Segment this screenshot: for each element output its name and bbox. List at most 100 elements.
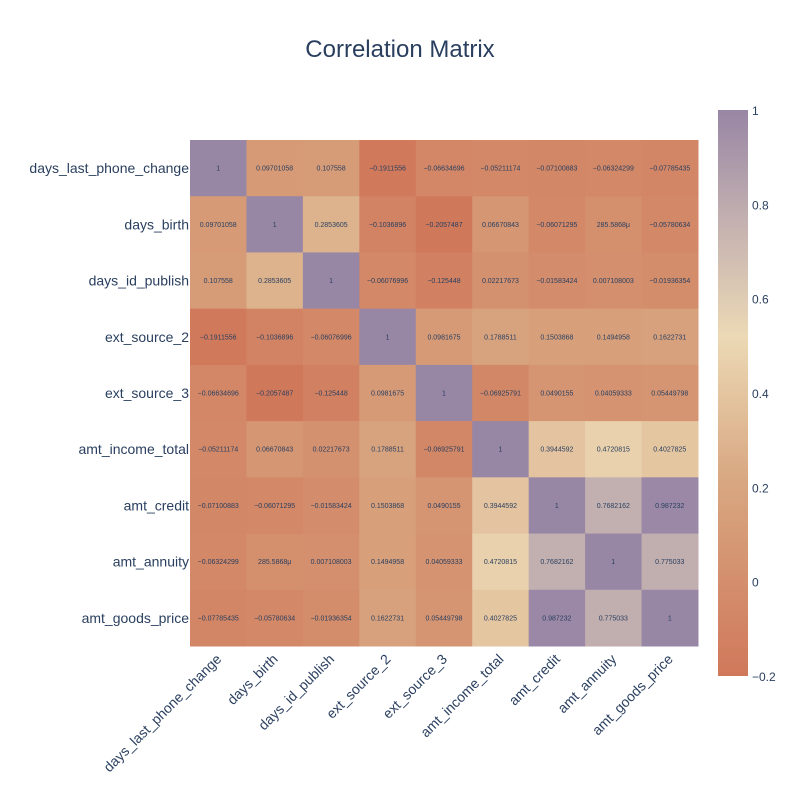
heatmap-cell	[415, 308, 473, 366]
heatmap-cell-label: −0.01936354	[311, 615, 352, 622]
heatmap-cell	[246, 308, 304, 366]
heatmap-cell	[472, 196, 530, 253]
heatmap-cells	[190, 140, 699, 647]
heatmap-cell-label: 0.0981675	[371, 391, 404, 398]
heatmap-cell-label: −0.2057487	[425, 222, 462, 229]
y-axis-tick-label: ext_source_2	[105, 329, 189, 345]
heatmap-cell-label: −0.06634696	[423, 166, 464, 173]
heatmap-cell	[472, 589, 530, 647]
heatmap-cell-label: −0.01936354	[649, 278, 690, 285]
heatmap-cell-label: 0.1788511	[484, 334, 517, 341]
heatmap-cell	[246, 589, 304, 647]
heatmap-cell	[641, 364, 699, 422]
heatmap-cell-label: 0.2853605	[258, 278, 291, 285]
heatmap-cell-label: −0.1911556	[200, 334, 237, 341]
heatmap-cell	[359, 589, 417, 647]
heatmap-cell-label: −0.05780634	[649, 222, 690, 229]
heatmap-cell	[302, 308, 360, 366]
heatmap-cell	[472, 364, 530, 422]
heatmap-cell	[585, 533, 643, 591]
heatmap-cell-label: 0.107558	[204, 278, 233, 285]
heatmap-cell-label: −0.05211174	[480, 166, 520, 173]
heatmap-cell	[246, 477, 304, 535]
heatmap-cell	[585, 477, 643, 535]
heatmap-cell-label: 1	[498, 447, 502, 454]
heatmap-cell	[472, 140, 530, 197]
heatmap-cell-label: −0.07100883	[198, 503, 239, 510]
heatmap-cell-label: 1	[329, 278, 333, 285]
heatmap-cell	[641, 589, 699, 647]
heatmap-cell-label: 1	[611, 559, 615, 566]
colorbar-tick-label: 0.8	[752, 198, 769, 212]
heatmap-cell	[528, 533, 586, 591]
heatmap-cell-label: −0.06071295	[536, 222, 577, 229]
heatmap-cell	[585, 364, 643, 422]
x-axis-tick-label: amt_credit	[505, 651, 563, 709]
heatmap-cell-label: 0.06670843	[482, 222, 519, 229]
heatmap-cell	[302, 421, 360, 478]
heatmap-cell-label: 0.107558	[317, 166, 346, 173]
heatmap-cell-labels: 1 0.09701058 0.107558 −0.1911556 −0.06634696…	[198, 166, 691, 623]
heatmap-cell-label: 0.7682162	[597, 503, 630, 510]
colorbar-tick-labels: 1 0.8 0.6 0.4 0.2 0 −0.2	[752, 104, 776, 684]
heatmap-cell	[528, 252, 586, 310]
heatmap-cell-label: 0.05449798	[651, 391, 688, 398]
heatmap-cell-label: 0.775033	[599, 615, 628, 622]
heatmap-cell-label: 0.0981675	[427, 334, 460, 341]
heatmap-cell-label: 0.007108003	[593, 278, 634, 285]
colorbar-tick-label: −0.2	[752, 670, 776, 684]
heatmap-cell	[415, 533, 473, 591]
heatmap-cell-label: 0.04059333	[595, 391, 632, 398]
heatmap-cell	[246, 364, 304, 422]
heatmap-cell	[415, 477, 473, 535]
heatmap-cell	[528, 364, 586, 422]
y-axis-tick-label: days_id_publish	[89, 273, 189, 289]
heatmap-cell	[190, 140, 247, 197]
heatmap-cell-label: −0.125448	[427, 278, 460, 285]
x-axis-tick-label: days_last_phone_change	[100, 651, 224, 775]
y-axis-tick-label: amt_credit	[124, 497, 189, 513]
heatmap-cell	[302, 140, 360, 197]
heatmap-cell	[415, 364, 473, 422]
heatmap-cell	[415, 421, 473, 478]
colorbar-tick-label: 0	[752, 576, 759, 590]
heatmap-cell-label: 0.1622731	[371, 615, 404, 622]
heatmap-cell-label: 0.1503868	[371, 503, 404, 510]
heatmap-cell-label: 1	[273, 222, 277, 229]
heatmap-cell-label: −0.06634696	[198, 391, 239, 398]
heatmap-cell	[528, 421, 586, 478]
heatmap-cell-label: 1	[668, 615, 672, 622]
heatmap-cell-label: 1	[442, 391, 446, 398]
heatmap-cell	[585, 308, 643, 366]
heatmap-cell	[190, 421, 247, 478]
heatmap-cell-label: −0.07100883	[536, 166, 577, 173]
heatmap-cell-label: 0.4027825	[653, 447, 686, 454]
heatmap-cell	[585, 421, 643, 478]
heatmap-cell-label: 1	[216, 166, 220, 173]
y-axis-tick-label: days_birth	[124, 216, 189, 232]
y-axis-tick-label: days_last_phone_change	[29, 160, 189, 176]
heatmap-cell-label: 285.5868μ	[597, 222, 630, 229]
heatmap-cell-label: −0.05211174	[198, 447, 238, 454]
colorbar	[718, 110, 748, 676]
heatmap-cell	[472, 533, 530, 591]
heatmap-cell	[641, 308, 699, 366]
heatmap-cell	[528, 196, 586, 253]
heatmap-cell	[190, 196, 247, 253]
heatmap-cell	[472, 308, 530, 366]
heatmap-cell	[302, 196, 360, 253]
heatmap-cell-label: −0.2057487	[256, 391, 293, 398]
heatmap-cell	[359, 421, 417, 478]
colorbar-tick-label: 0.6	[752, 293, 769, 307]
heatmap-cell-label: 0.1622731	[653, 334, 686, 341]
heatmap-cell-label: 0.0490155	[540, 391, 573, 398]
heatmap-cell-label: −0.06925791	[480, 391, 521, 398]
heatmap-cell-label: 1	[555, 503, 559, 510]
heatmap-cell-label: −0.06071295	[254, 503, 295, 510]
heatmap-cell	[472, 252, 530, 310]
heatmap-cell-label: 0.02217673	[482, 278, 519, 285]
heatmap-cell-label: −0.1036896	[256, 334, 293, 341]
heatmap-cell	[302, 533, 360, 591]
heatmap-cell	[190, 252, 247, 310]
